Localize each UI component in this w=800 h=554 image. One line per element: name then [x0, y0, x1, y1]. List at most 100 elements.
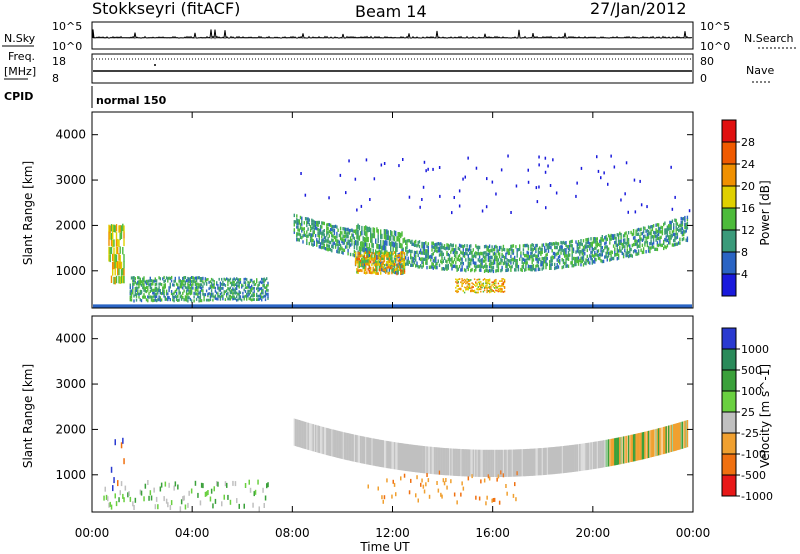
- power-cell: [427, 249, 429, 253]
- power-cell: [669, 230, 671, 234]
- power-cell: [460, 250, 462, 254]
- power-cell: [437, 242, 439, 246]
- power-cell: [488, 286, 491, 288]
- power-cell: [366, 257, 368, 260]
- power-cell: [550, 242, 552, 246]
- power-cell: [680, 216, 682, 221]
- power-cell: [544, 260, 546, 264]
- power-cell: [361, 262, 363, 268]
- power-cell: [487, 252, 490, 257]
- power-cell: [385, 250, 387, 257]
- power-cell: [237, 292, 239, 296]
- power-cell: [322, 232, 324, 236]
- power-cell: [247, 291, 249, 295]
- power-cell: [373, 259, 376, 263]
- power-cell: [503, 248, 506, 252]
- velocity-cell: [557, 446, 560, 474]
- power-cell: [591, 241, 593, 245]
- power-cell: [173, 291, 175, 295]
- power-cell: [582, 239, 585, 243]
- power-cell: [115, 239, 118, 247]
- power-cell: [584, 261, 586, 265]
- power-cell: [535, 257, 537, 261]
- power-cell: [262, 289, 264, 292]
- power-cell: [569, 253, 571, 257]
- power-cell: [363, 258, 366, 264]
- power-cell: [485, 268, 487, 272]
- power-cell: [322, 229, 324, 234]
- power-cell: [649, 249, 651, 254]
- power-cell: [396, 242, 398, 249]
- velocity-cell: [415, 493, 417, 498]
- power-cell: [471, 290, 473, 293]
- power-cell: [139, 277, 141, 281]
- power-cell: [430, 265, 432, 269]
- power-cell: [500, 288, 502, 291]
- y-tick-label: 3000: [55, 377, 86, 391]
- power-colorbar-label: Power [dB]: [758, 180, 772, 245]
- power-cell: [485, 262, 487, 266]
- power-cell: [155, 282, 158, 286]
- power-cell: [386, 240, 388, 246]
- power-cell: [357, 240, 359, 246]
- power-cell: [660, 230, 662, 234]
- power-cell: [331, 249, 333, 253]
- power-cell: [466, 247, 468, 252]
- power-cell: [367, 247, 369, 253]
- power-cell: [447, 246, 449, 251]
- velocity-cell: [238, 503, 240, 509]
- power-cell: [590, 250, 592, 255]
- velocity-cell: [649, 430, 651, 458]
- colorbar-swatch: [722, 475, 736, 496]
- power-cell: [535, 249, 537, 254]
- power-cell: [425, 257, 427, 262]
- velocity-cell: [199, 500, 202, 506]
- power-cell: [238, 278, 240, 282]
- power-cell: [422, 242, 424, 246]
- power-cell: [120, 276, 123, 284]
- power-cell: [376, 243, 378, 249]
- power-cell: [567, 254, 570, 258]
- velocity-cell: [338, 431, 341, 459]
- power-cell: [570, 261, 572, 265]
- velocity-cell: [258, 506, 260, 512]
- power-cell: [639, 228, 641, 232]
- power-cell: [378, 244, 381, 250]
- velocity-cell: [254, 489, 257, 495]
- power-cell: [534, 268, 536, 272]
- power-cell: [468, 283, 471, 285]
- power-cell: [577, 246, 580, 251]
- power-cell: [617, 249, 620, 253]
- power-cell: [486, 268, 488, 273]
- power-cell: [194, 292, 197, 296]
- velocity-cell: [595, 441, 597, 469]
- power-cell: [143, 295, 145, 299]
- power-cell: [559, 248, 561, 252]
- velocity-cell: [452, 448, 455, 476]
- power-cell: [342, 234, 344, 238]
- power-cell: [113, 239, 115, 247]
- power-cell: [501, 283, 503, 285]
- power-cell: [620, 198, 622, 202]
- power-cell: [606, 251, 608, 255]
- power-cell: [468, 261, 471, 265]
- velocity-cell: [435, 447, 437, 475]
- power-cell: [383, 245, 386, 251]
- power-cell: [311, 242, 313, 246]
- power-cell: [209, 286, 212, 290]
- power-cell: [316, 220, 318, 225]
- velocity-cell: [307, 422, 309, 450]
- power-cell: [451, 267, 453, 271]
- velocity-cell: [551, 447, 553, 475]
- power-cell: [232, 288, 234, 292]
- power-cell: [354, 262, 357, 266]
- power-cell: [383, 240, 386, 246]
- power-cell: [182, 282, 184, 286]
- power-cell: [655, 247, 657, 251]
- power-cell: [450, 263, 452, 267]
- power-cell: [159, 282, 161, 286]
- power-cell: [185, 279, 188, 283]
- power-cell: [610, 250, 612, 254]
- power-cell: [398, 242, 401, 248]
- power-cell: [567, 250, 570, 255]
